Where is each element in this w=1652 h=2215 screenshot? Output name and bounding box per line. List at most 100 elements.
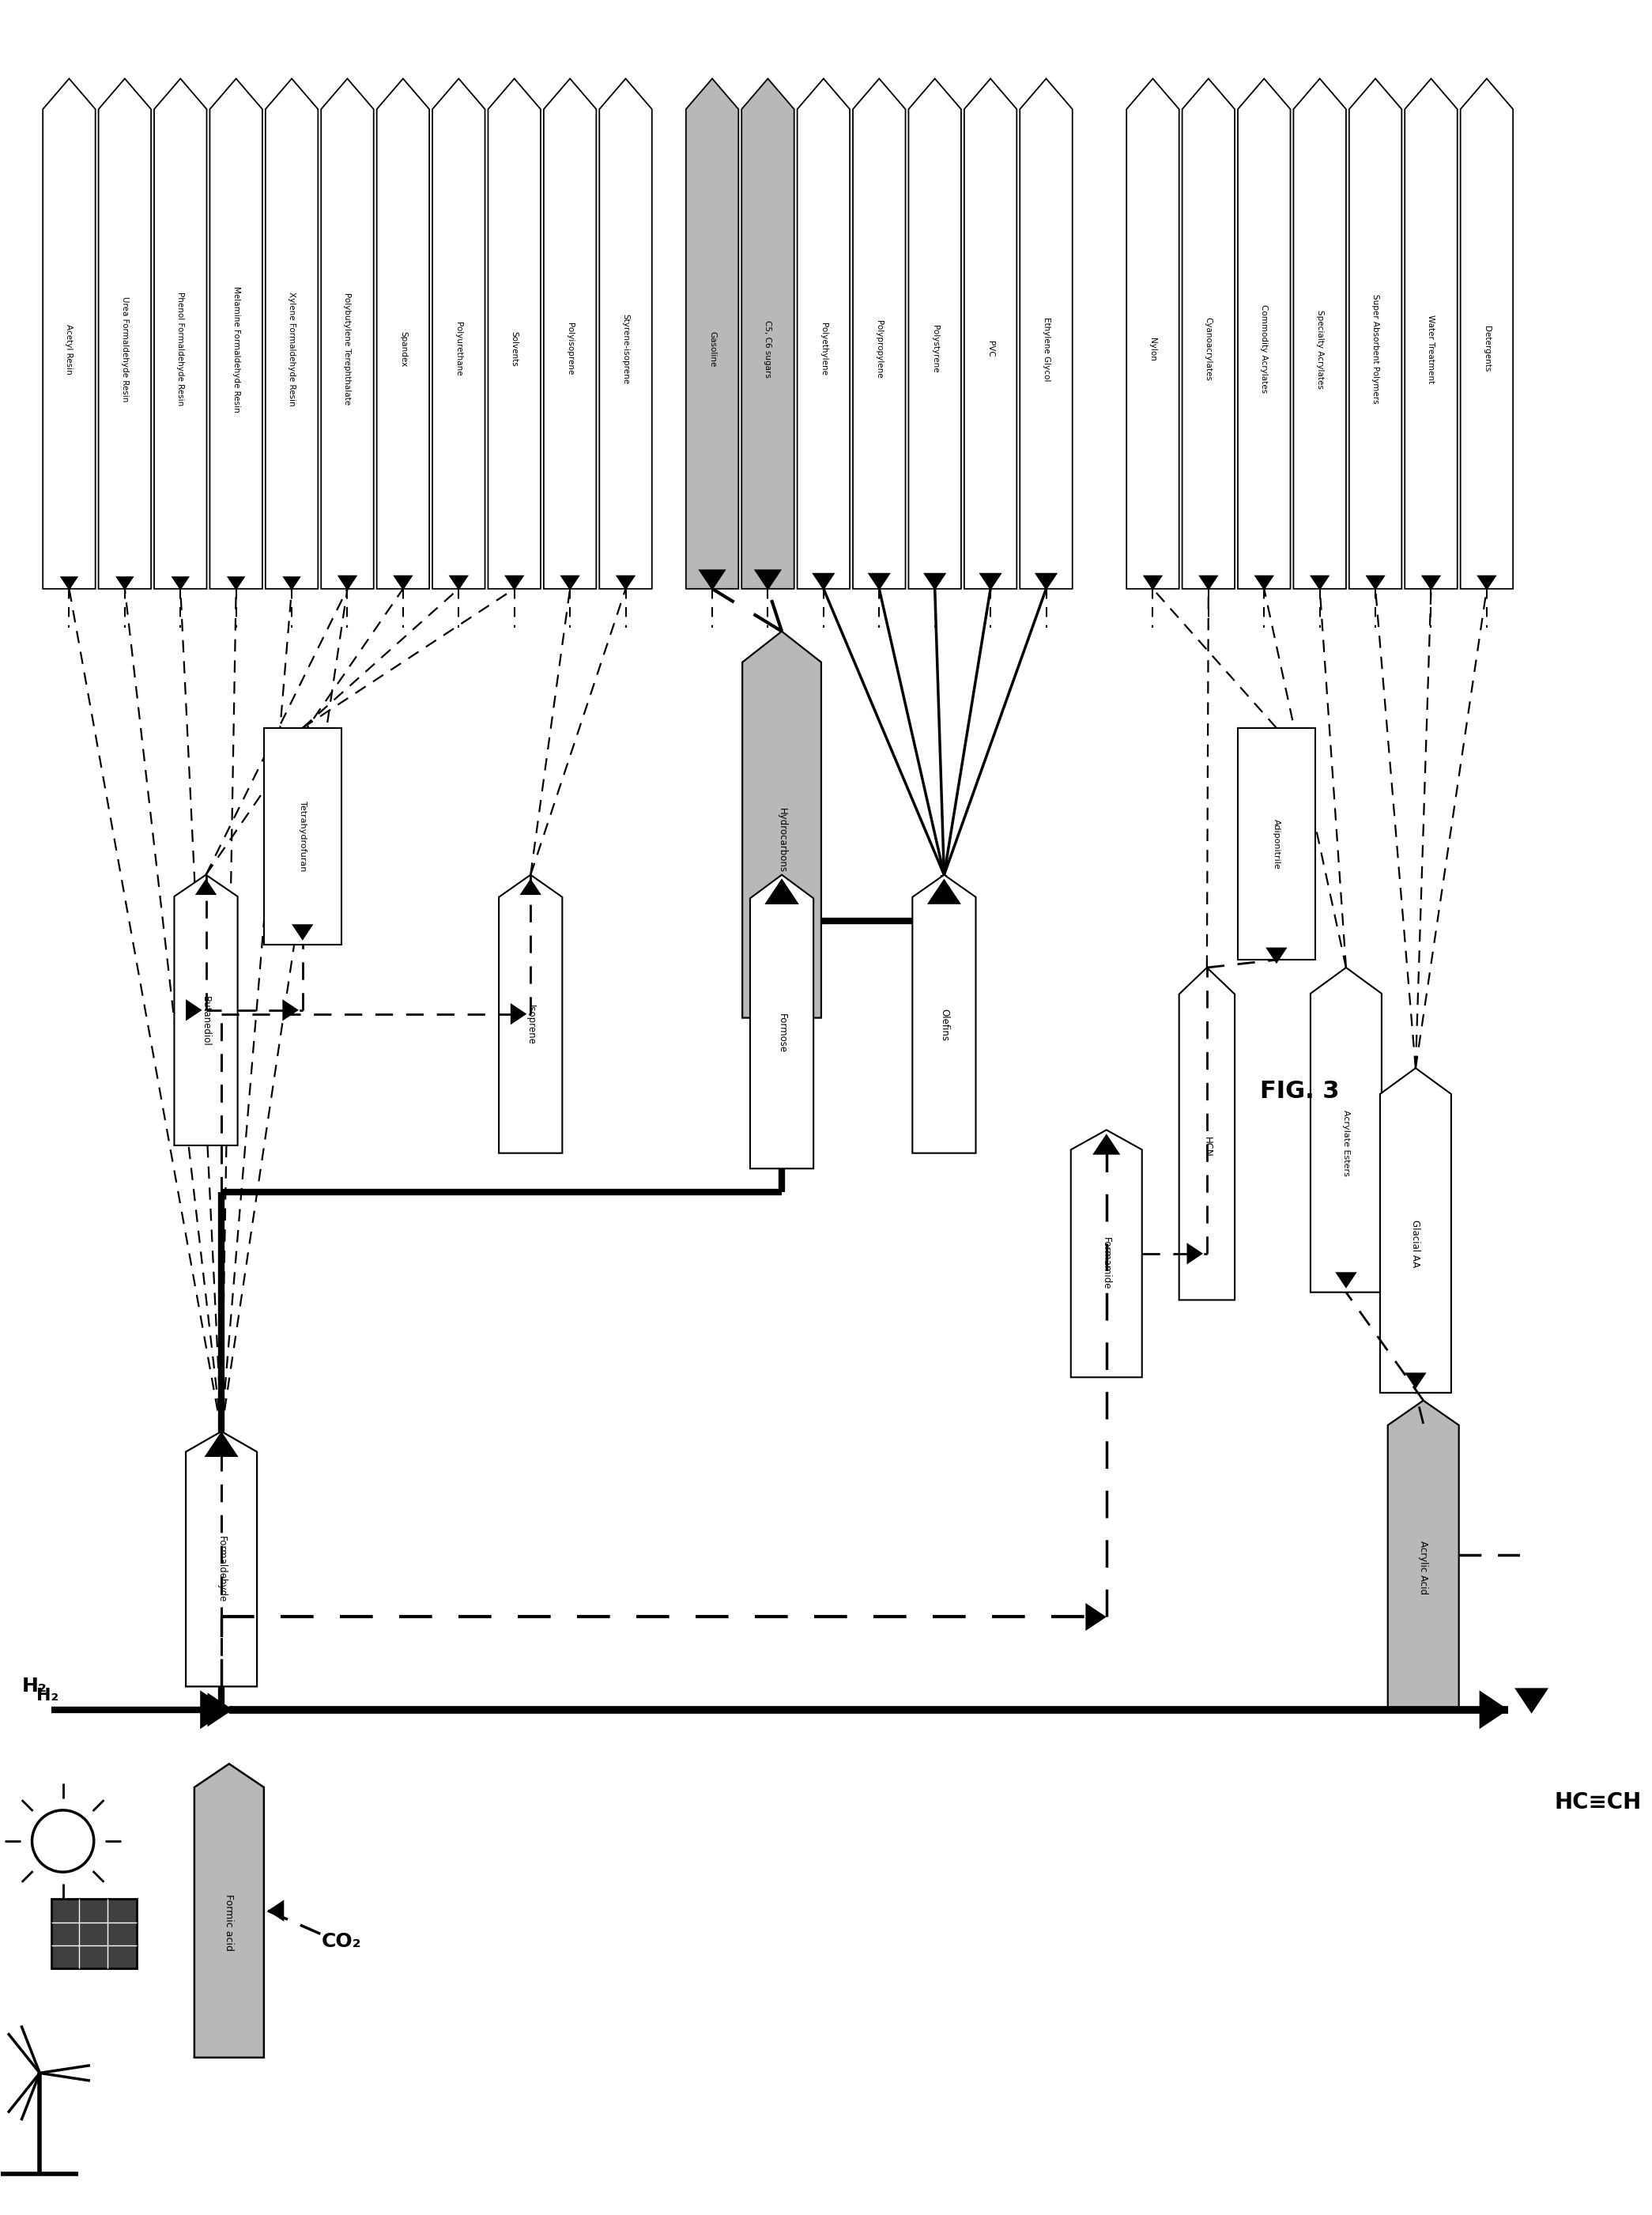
Text: Formose: Formose	[776, 1014, 786, 1054]
Polygon shape	[1092, 1134, 1120, 1154]
Polygon shape	[798, 78, 849, 589]
Text: Isoprene: Isoprene	[525, 1006, 535, 1045]
Text: FIG. 3: FIG. 3	[1260, 1079, 1340, 1103]
Polygon shape	[544, 78, 596, 589]
Polygon shape	[99, 78, 150, 589]
Polygon shape	[320, 78, 373, 589]
Polygon shape	[686, 78, 738, 589]
Text: Formaldehyde: Formaldehyde	[216, 1535, 226, 1601]
Polygon shape	[980, 574, 1003, 591]
Polygon shape	[1515, 1688, 1548, 1714]
Polygon shape	[510, 1003, 527, 1026]
Polygon shape	[393, 576, 413, 591]
Polygon shape	[600, 78, 653, 589]
Polygon shape	[337, 576, 357, 591]
Text: Glacial AA: Glacial AA	[1411, 1220, 1421, 1267]
Text: Polyurethane: Polyurethane	[454, 321, 463, 377]
Polygon shape	[1070, 1130, 1142, 1378]
Text: Acrylic Acid: Acrylic Acid	[1417, 1542, 1429, 1595]
Text: Gasoline: Gasoline	[709, 330, 717, 368]
Polygon shape	[1294, 78, 1346, 589]
Polygon shape	[200, 1690, 230, 1730]
Text: Formic acid: Formic acid	[225, 1894, 235, 1951]
Polygon shape	[750, 875, 813, 1170]
Text: CO₂: CO₂	[322, 1931, 362, 1951]
Polygon shape	[208, 1692, 233, 1728]
Text: Acrylate Esters: Acrylate Esters	[1341, 1110, 1350, 1176]
Text: H₂: H₂	[36, 1688, 59, 1703]
Polygon shape	[867, 574, 890, 591]
Polygon shape	[185, 1431, 258, 1686]
Polygon shape	[292, 924, 314, 941]
Polygon shape	[210, 78, 263, 589]
Polygon shape	[449, 576, 469, 591]
Text: H₂: H₂	[21, 1677, 48, 1697]
Polygon shape	[699, 569, 727, 591]
Text: Polybutylene Terephthalate: Polybutylene Terephthalate	[344, 292, 352, 405]
Polygon shape	[1310, 968, 1381, 1291]
Polygon shape	[504, 576, 524, 591]
Polygon shape	[1335, 1271, 1356, 1289]
Polygon shape	[1143, 576, 1163, 591]
Polygon shape	[43, 78, 96, 589]
Text: Urea Formaldehyde Resin: Urea Formaldehyde Resin	[121, 297, 129, 401]
Polygon shape	[1034, 574, 1057, 591]
Polygon shape	[811, 574, 836, 591]
Polygon shape	[1477, 576, 1497, 591]
Text: Ethylene Glycol: Ethylene Glycol	[1042, 317, 1051, 381]
Polygon shape	[1480, 1690, 1508, 1730]
Polygon shape	[205, 1431, 238, 1457]
Polygon shape	[1127, 78, 1180, 589]
Text: HC≡CH: HC≡CH	[1555, 1792, 1642, 1814]
Text: Polyethylene: Polyethylene	[819, 323, 828, 377]
Polygon shape	[282, 576, 301, 591]
Polygon shape	[195, 879, 216, 895]
Polygon shape	[1404, 78, 1457, 589]
Polygon shape	[1198, 576, 1219, 591]
Polygon shape	[1379, 1068, 1450, 1393]
Text: Adiponitrile: Adiponitrile	[1272, 820, 1280, 868]
Text: Tetrahydrofuran: Tetrahydrofuran	[299, 802, 307, 870]
Polygon shape	[268, 1900, 284, 1920]
Polygon shape	[282, 999, 299, 1021]
Text: Styrene-isoprene: Styrene-isoprene	[621, 315, 629, 383]
Text: Polystyrene: Polystyrene	[930, 326, 938, 372]
Bar	[1237, 729, 1315, 959]
Polygon shape	[1350, 78, 1401, 589]
Text: C5, C6 sugars: C5, C6 sugars	[763, 321, 771, 379]
Polygon shape	[927, 879, 961, 904]
Bar	[264, 729, 342, 944]
Polygon shape	[923, 574, 947, 591]
Text: Detergents: Detergents	[1483, 326, 1490, 372]
Polygon shape	[909, 78, 961, 589]
Polygon shape	[1254, 576, 1274, 591]
Polygon shape	[1186, 1243, 1203, 1265]
Text: Formamide: Formamide	[1102, 1238, 1112, 1289]
Polygon shape	[173, 875, 238, 1145]
Polygon shape	[487, 78, 540, 589]
Polygon shape	[1019, 78, 1072, 589]
Polygon shape	[59, 576, 78, 591]
Text: Xylene Formaldehyde Resin: Xylene Formaldehyde Resin	[287, 292, 296, 405]
Polygon shape	[1460, 78, 1513, 589]
Polygon shape	[226, 576, 246, 591]
Text: Spandex: Spandex	[400, 330, 406, 368]
Text: Polyisoprene: Polyisoprene	[567, 323, 573, 374]
Polygon shape	[852, 78, 905, 589]
Text: Super Absorbent Polymers: Super Absorbent Polymers	[1371, 295, 1379, 403]
Text: Water Treatment: Water Treatment	[1427, 315, 1436, 383]
Polygon shape	[765, 879, 800, 904]
Polygon shape	[499, 875, 562, 1154]
Text: Solvents: Solvents	[510, 332, 519, 368]
Polygon shape	[1265, 948, 1287, 964]
Polygon shape	[1421, 576, 1441, 591]
Polygon shape	[1388, 1400, 1459, 1710]
Text: Olefins: Olefins	[938, 1008, 950, 1041]
Polygon shape	[912, 875, 976, 1154]
Polygon shape	[1180, 968, 1234, 1300]
Text: Polypropylene: Polypropylene	[876, 319, 884, 379]
Text: Commodity Acrylates: Commodity Acrylates	[1260, 306, 1269, 394]
Polygon shape	[742, 78, 795, 589]
Polygon shape	[195, 1763, 264, 2058]
Polygon shape	[154, 78, 206, 589]
